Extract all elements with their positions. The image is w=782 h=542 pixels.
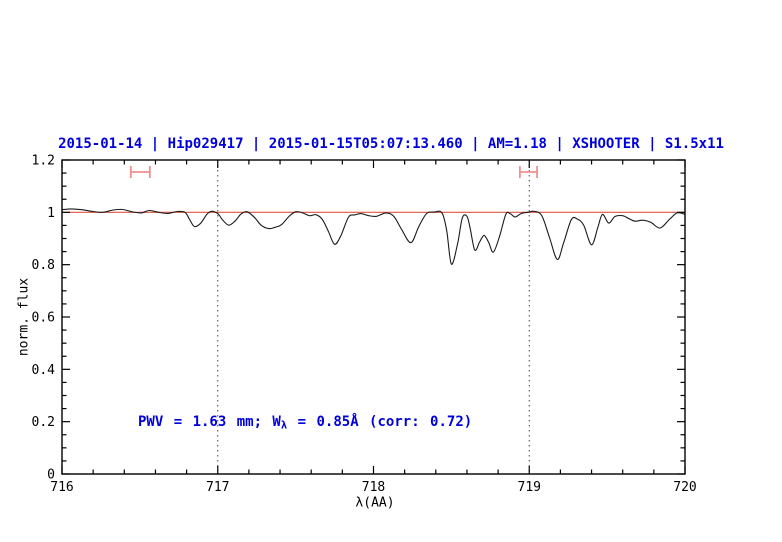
lambda-subscript: λ — [280, 419, 288, 432]
y-tick-label: 1 — [47, 206, 55, 221]
x-tick-label: 719 — [518, 480, 541, 495]
x-tick-label: 718 — [362, 480, 385, 495]
x-tick-label: 716 — [50, 480, 73, 495]
y-tick-label: 0.6 — [32, 311, 55, 326]
plot-title: 2015-01-14 | Hip029417 | 2015-01-15T05:0… — [58, 136, 724, 152]
axis-tick-labels: 716 717 718 719 720 0 0.2 0.4 0.6 0.8 1 1.2 — [32, 154, 697, 496]
y-tick-label: 1.2 — [32, 154, 55, 169]
axis-ticks — [61, 159, 686, 475]
y-tick-label: 0 — [47, 468, 55, 483]
spectrum-line — [61, 208, 686, 265]
y-axis-label: norm. flux — [16, 277, 32, 357]
x-tick-label: 720 — [673, 480, 696, 495]
error-bar — [519, 166, 538, 179]
x-tick-label: 717 — [206, 480, 229, 495]
error-bar — [129, 166, 151, 179]
y-tick-label: 0.4 — [32, 363, 56, 378]
pwv-annotation-suffix: = 0.85Å (corr: 0.72) — [287, 414, 473, 430]
pwv-annotation: PWV = 1.63 mm; Wλ = 0.85Å (corr: 0.72) — [138, 414, 472, 432]
x-axis-label: λ(AA) — [355, 495, 395, 511]
y-tick-label: 0.2 — [32, 415, 55, 430]
pwv-annotation-prefix: PWV = 1.63 mm; W — [138, 414, 281, 430]
y-tick-label: 0.8 — [32, 258, 55, 273]
